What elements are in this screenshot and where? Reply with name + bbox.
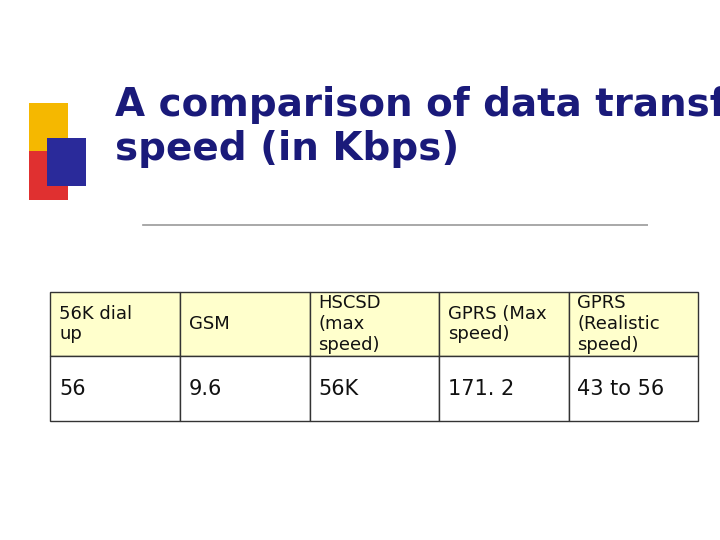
Text: 171. 2: 171. 2 [448, 379, 514, 399]
FancyBboxPatch shape [310, 292, 439, 356]
FancyBboxPatch shape [47, 138, 86, 186]
Text: GSM: GSM [189, 315, 230, 333]
Text: GPRS
(Realistic
speed): GPRS (Realistic speed) [577, 294, 660, 354]
Text: HSCSD
(max
speed): HSCSD (max speed) [318, 294, 381, 354]
Text: 56K dial
up: 56K dial up [59, 305, 132, 343]
FancyBboxPatch shape [50, 356, 180, 421]
FancyBboxPatch shape [50, 292, 180, 356]
FancyBboxPatch shape [310, 356, 439, 421]
Text: 43 to 56: 43 to 56 [577, 379, 665, 399]
FancyBboxPatch shape [180, 292, 310, 356]
FancyBboxPatch shape [29, 103, 68, 151]
Text: 56K: 56K [318, 379, 359, 399]
Text: GPRS (Max
speed): GPRS (Max speed) [448, 305, 546, 343]
Text: 9.6: 9.6 [189, 379, 222, 399]
FancyBboxPatch shape [29, 151, 68, 200]
FancyBboxPatch shape [569, 292, 698, 356]
FancyBboxPatch shape [180, 356, 310, 421]
FancyBboxPatch shape [569, 356, 698, 421]
FancyBboxPatch shape [439, 356, 569, 421]
Text: A comparison of data transfer
speed (in Kbps): A comparison of data transfer speed (in … [115, 86, 720, 168]
FancyBboxPatch shape [439, 292, 569, 356]
Text: 56: 56 [59, 379, 86, 399]
